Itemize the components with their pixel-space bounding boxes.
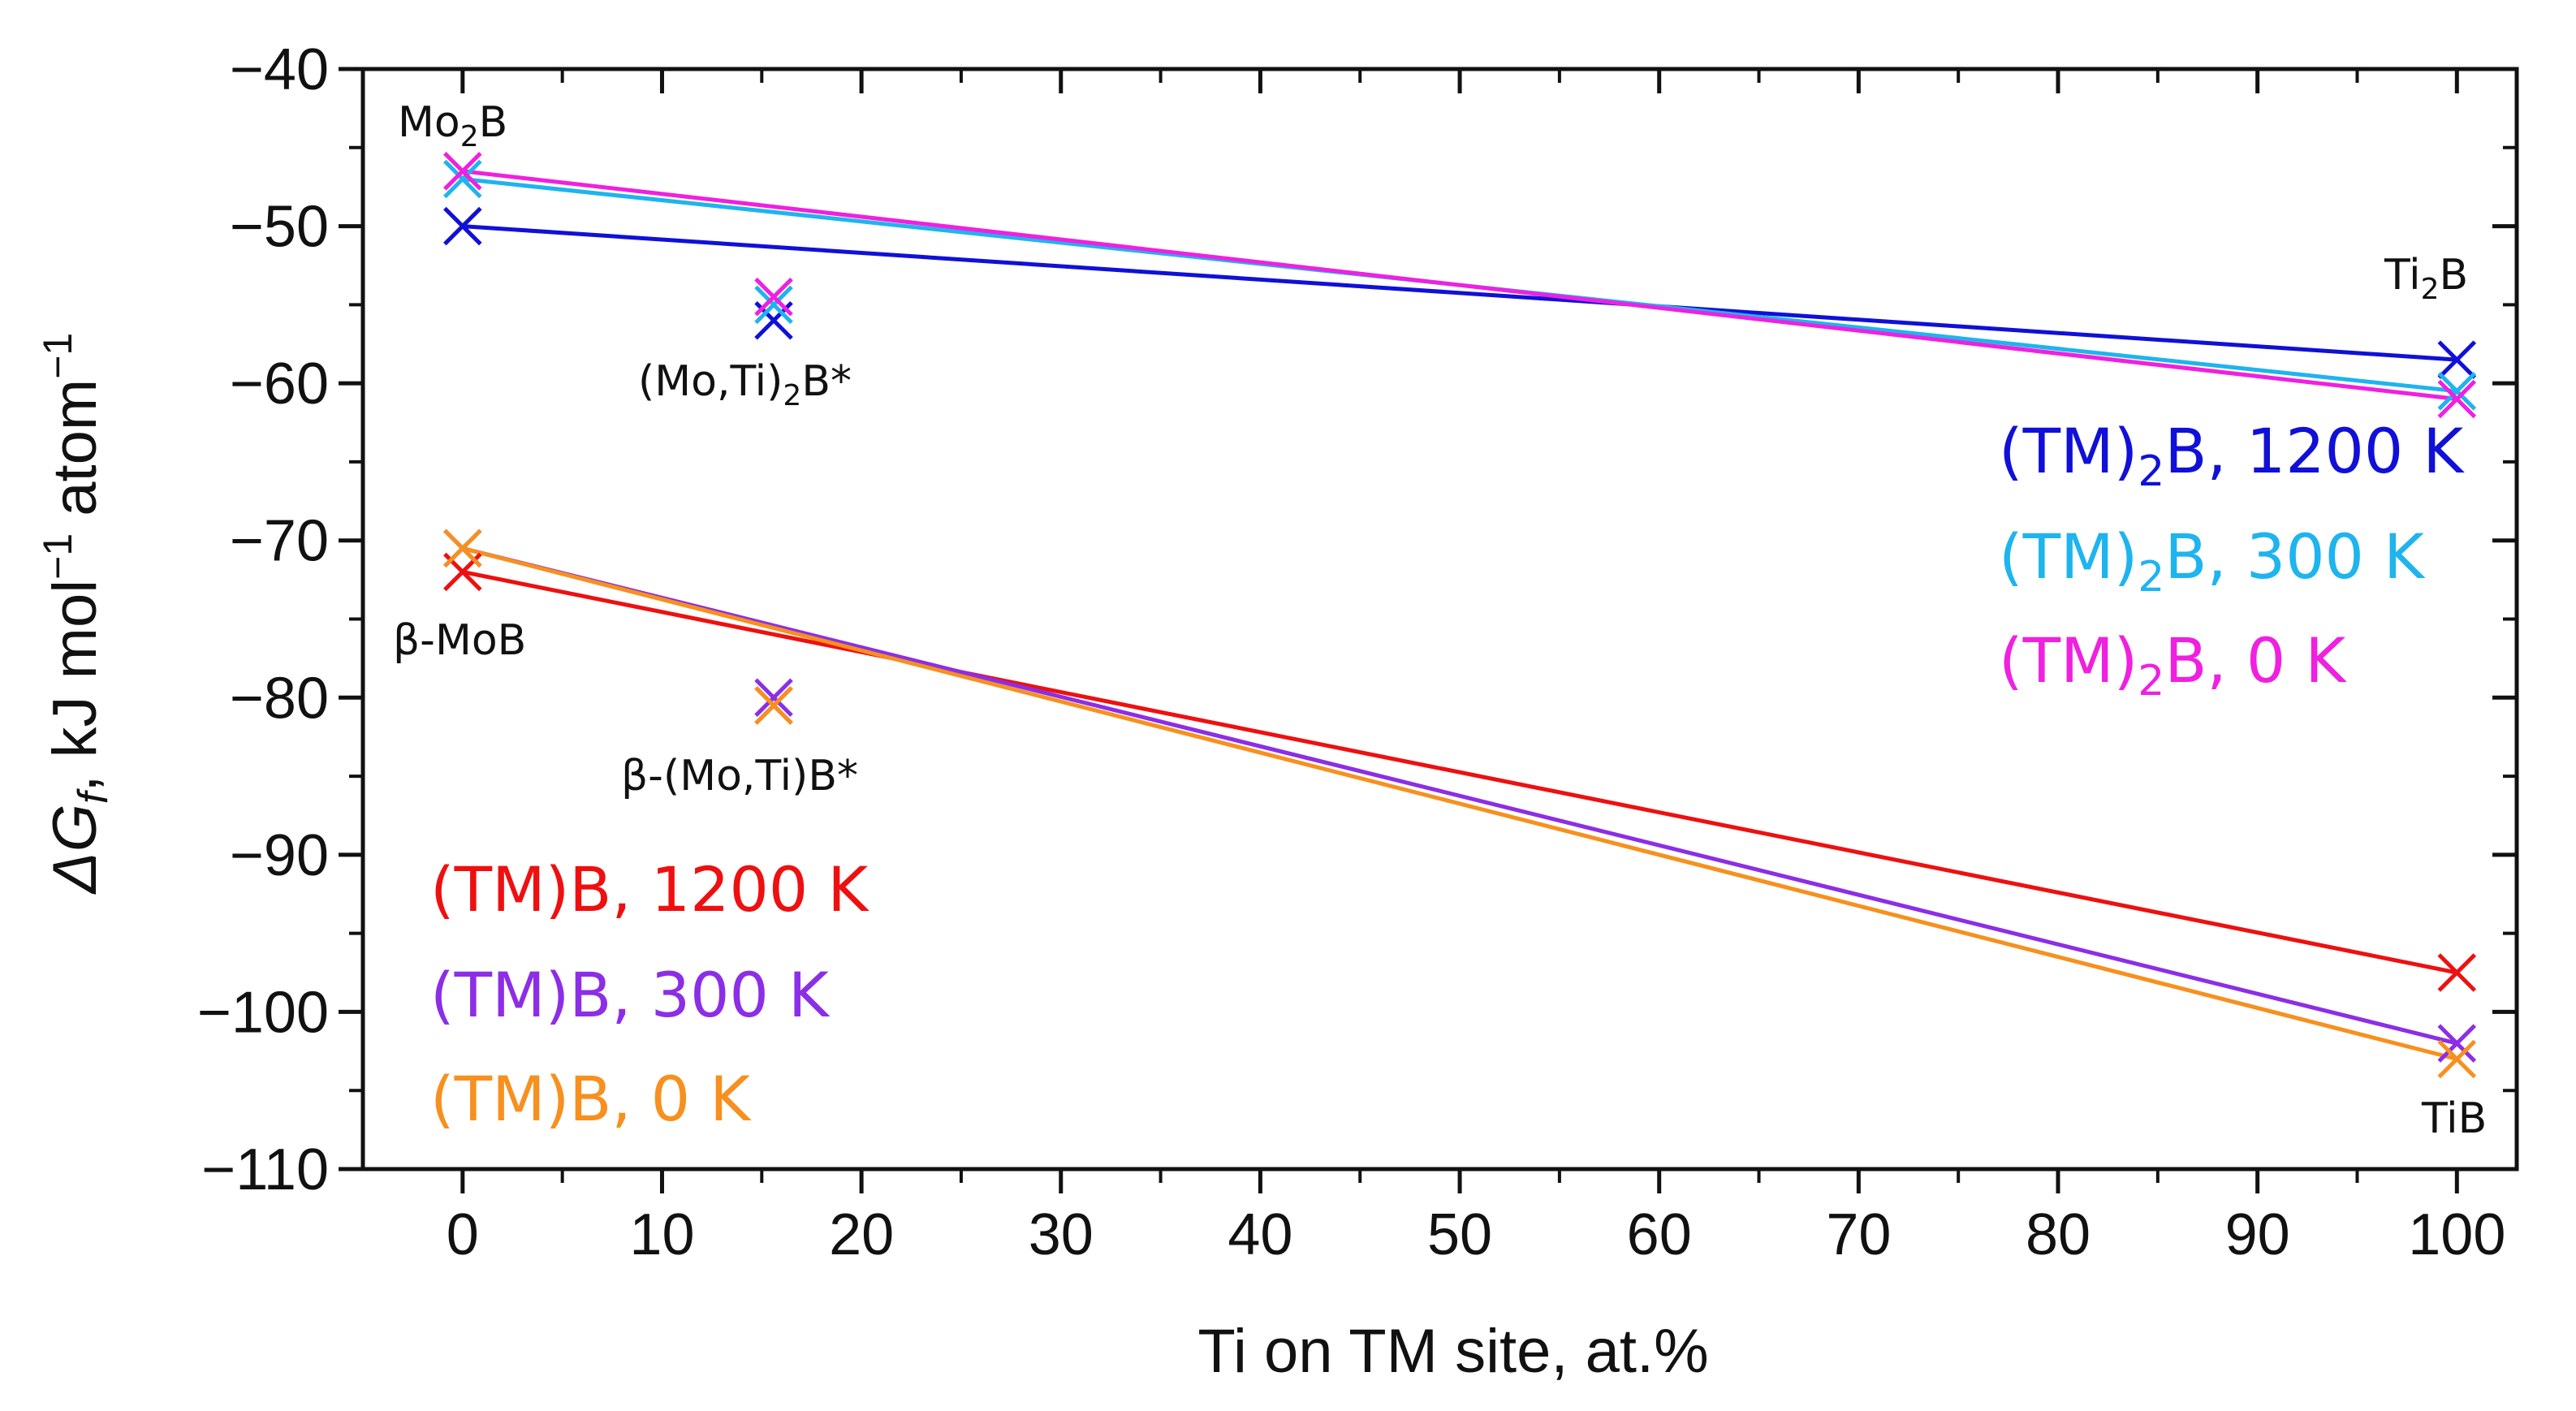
series-line-0	[462, 224, 2457, 362]
marker-stroke	[443, 152, 482, 191]
axis-ticks: 0 10 20 30 40 50 60 70 80 90 100 −40 −50 −60 −70 −80 −90…	[197, 37, 2517, 1267]
series-2-marker	[2437, 379, 2477, 419]
annotation-tib: TiB	[2421, 1094, 2487, 1143]
y-axis-title-exp2: −1	[35, 333, 80, 379]
y-axis-title-unit: , kJ mol	[41, 580, 110, 792]
y-axis-title-exp1: −1	[35, 533, 80, 580]
marker-stroke	[2437, 1039, 2477, 1079]
y-tick-label: −100	[197, 980, 329, 1045]
annotation-moti2b: (Mo,Ti)2B*	[638, 357, 852, 412]
x-tick-label: 100	[2408, 1202, 2505, 1267]
series-3-marker	[2437, 953, 2477, 992]
marker-stroke	[2437, 340, 2477, 379]
x-tick-label: 60	[1627, 1202, 1692, 1267]
marker-stroke	[2437, 1024, 2477, 1063]
series-5-marker	[2437, 1039, 2477, 1079]
series-1-marker	[2437, 372, 2477, 411]
legend-entry-tm2b-300k: (TM)2B, 300 K	[1999, 520, 2426, 602]
y-axis-title-subscript: f	[70, 788, 117, 804]
series-1-marker	[443, 159, 482, 199]
y-tick-label: −90	[230, 823, 329, 888]
series-4-mixed-marker	[754, 678, 793, 718]
x-tick-label: 80	[2026, 1202, 2091, 1267]
marker-stroke	[754, 285, 793, 325]
x-tick-label: 30	[1029, 1202, 1094, 1267]
annotation-beta-mob: β-MoB	[393, 616, 526, 665]
series-2-marker	[443, 152, 482, 191]
x-tick-label: 50	[1427, 1202, 1492, 1267]
x-tick-label: 90	[2225, 1202, 2290, 1267]
y-tick-label: −80	[230, 666, 329, 731]
marker-stroke	[2437, 953, 2477, 992]
y-tick-label: −60	[230, 352, 329, 416]
series-line-2	[462, 169, 2457, 401]
x-axis-title: Ti on TM site, at.%	[1197, 1317, 1708, 1386]
marker-stroke	[443, 206, 482, 246]
marker-stroke	[2437, 372, 2477, 411]
y-tick-label: −50	[230, 195, 329, 260]
x-tick-label: 70	[1826, 1202, 1891, 1267]
x-tick-label: 20	[829, 1202, 894, 1267]
x-tick-label: 40	[1228, 1202, 1292, 1267]
y-axis-title-atom: atom	[41, 379, 110, 533]
series-0-marker	[2437, 340, 2477, 379]
series-lines	[462, 169, 2457, 1061]
series-4-marker	[2437, 1024, 2477, 1063]
y-tick-label: −110	[201, 1137, 329, 1202]
series-line-4	[462, 546, 2457, 1046]
series-2-mixed-marker	[754, 277, 793, 317]
marker-stroke	[443, 159, 482, 199]
series-1-mixed-marker	[754, 285, 793, 325]
x-tick-label: 10	[629, 1202, 694, 1267]
annotation-ti2b: Ti2B	[2384, 251, 2468, 306]
series-5-marker	[443, 529, 482, 568]
annotation-beta-moti-b: β-(Mo,Ti)B*	[621, 752, 858, 800]
marker-stroke	[754, 277, 793, 317]
annotation-mo2b: Mo2B	[398, 98, 507, 153]
legend-entry-tmb-1200k: (TM)B, 1200 K	[430, 853, 869, 926]
series-line-5	[462, 546, 2457, 1061]
series-line-3	[462, 569, 2457, 975]
series-0-marker	[443, 206, 482, 246]
legend-entry-tm2b-1200k: (TM)2B, 1200 K	[1999, 415, 2465, 496]
series-markers	[443, 152, 2477, 1079]
y-tick-label: −70	[230, 509, 329, 574]
y-axis-title-symbol: ΔG	[41, 804, 110, 895]
marker-stroke	[443, 529, 482, 568]
marker-stroke	[2437, 379, 2477, 419]
marker-stroke	[754, 678, 793, 718]
legend-entry-tm2b-0k: (TM)2B, 0 K	[1999, 624, 2347, 706]
legend-entry-tmb-300k: (TM)B, 300 K	[430, 959, 831, 1031]
x-tick-label: 0	[447, 1202, 479, 1267]
series-5-mixed-marker	[754, 686, 793, 725]
y-tick-label: −40	[230, 37, 329, 102]
marker-stroke	[754, 686, 793, 725]
legend-entry-tmb-0k: (TM)B, 0 K	[430, 1063, 752, 1135]
y-axis-title: ΔGf, kJ mol−1 atom−1	[35, 333, 117, 895]
